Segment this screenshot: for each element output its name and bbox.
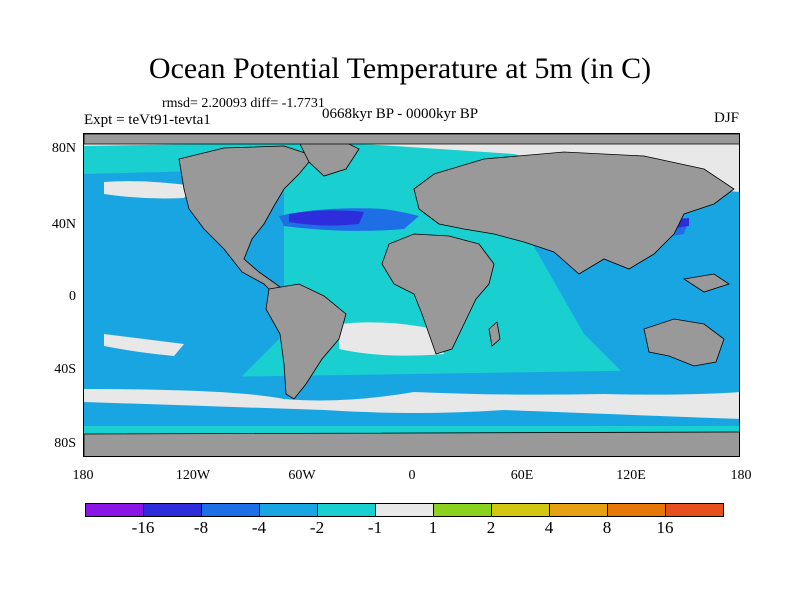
southern-ocean-white-band xyxy=(84,389,739,419)
arctic-white-patch xyxy=(84,134,739,192)
colorbar-label: 16 xyxy=(656,518,674,537)
north-atlantic-deep-blue-patch xyxy=(289,210,364,226)
colorbar-segment xyxy=(433,503,492,517)
colorbar-segment xyxy=(491,503,550,517)
south-pacific-white-patch xyxy=(104,334,184,356)
colorbar-segment xyxy=(259,503,318,517)
north-pacific-white-patch xyxy=(104,181,194,199)
antarctica xyxy=(84,431,739,456)
plot-title: Ocean Potential Temperature at 5m (in C) xyxy=(148,52,652,85)
greenland xyxy=(298,138,360,177)
colorbar-label: -1 xyxy=(367,518,383,537)
eurasia xyxy=(413,151,735,275)
lon-tick-60e: 60E xyxy=(510,468,534,483)
lon-tick-120e: 120E xyxy=(616,468,646,483)
colorbar-label: -8 xyxy=(193,518,209,537)
colorbar-segment xyxy=(549,503,608,517)
colorbar-segment xyxy=(143,503,202,517)
south-america xyxy=(265,283,347,400)
land-masses xyxy=(84,134,739,456)
colorbar-segment xyxy=(375,503,434,517)
lat-tick-40n: 40N xyxy=(51,217,76,232)
madagascar xyxy=(488,321,501,347)
colorbar-segment xyxy=(665,503,724,517)
lon-tick-180w: 180 xyxy=(72,468,94,483)
colorbar-segment xyxy=(85,503,144,517)
colorbar xyxy=(85,503,724,517)
new-guinea xyxy=(682,273,730,293)
colorbar-label: 8 xyxy=(602,518,612,537)
lon-tick-180e: 180 xyxy=(730,468,752,483)
lat-tick-40s: 40S xyxy=(54,362,76,377)
south-atlantic-white-patch xyxy=(339,322,444,356)
period-label: 0668kyr BP - 0000kyr BP xyxy=(322,106,479,122)
colorbar-segment xyxy=(607,503,666,517)
experiment-label: Expt = teVt91-tevta1 xyxy=(84,112,211,128)
lat-tick-80n: 80N xyxy=(51,141,76,156)
season-label: DJF xyxy=(713,110,739,126)
lon-tick-0: 0 xyxy=(408,468,416,483)
colorbar-segment xyxy=(317,503,376,517)
colorbar-label: -2 xyxy=(309,518,325,537)
africa xyxy=(381,233,495,355)
colorbar-label: -4 xyxy=(251,518,267,537)
lon-tick-60w: 60W xyxy=(288,468,316,483)
lat-tick-80s: 80S xyxy=(54,436,76,451)
colorbar-label: 2 xyxy=(486,518,496,537)
colorbar-segment xyxy=(201,503,260,517)
colorbar-label: -16 xyxy=(131,518,155,537)
lon-tick-120w: 120W xyxy=(175,468,211,483)
colorbar-label: 1 xyxy=(428,518,438,537)
map-panel xyxy=(83,133,740,457)
colorbar-label: 4 xyxy=(544,518,554,537)
arctic-edge xyxy=(84,134,739,145)
map-canvas xyxy=(84,134,739,456)
stats-line: rmsd= 2.20093 diff= -1.7731 xyxy=(162,96,325,111)
australia xyxy=(643,318,725,367)
lat-tick-eq: 0 xyxy=(69,289,76,304)
